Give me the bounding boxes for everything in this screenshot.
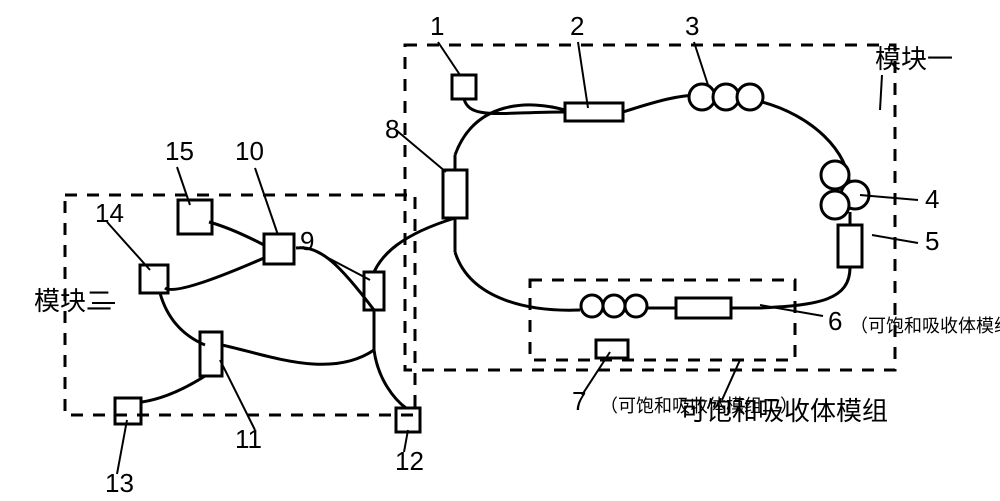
sa2-paren-label: （可饱和吸收体模组二） <box>600 396 798 416</box>
link-to-12 <box>374 350 406 408</box>
leader-mod1 <box>880 75 882 110</box>
leader-13 <box>117 420 127 474</box>
leader-11 <box>220 360 255 430</box>
label-3: 3 <box>685 11 699 41</box>
sa-coil <box>625 295 647 317</box>
coupler-8 <box>443 170 467 218</box>
gain-fiber-coil <box>737 84 763 110</box>
label-9: 9 <box>300 226 314 256</box>
component-13 <box>115 398 141 424</box>
sa-coil <box>581 295 603 317</box>
wdm-2 <box>565 103 623 121</box>
leader-sa <box>722 360 740 400</box>
label-10: 10 <box>235 136 264 166</box>
label-5: 5 <box>925 226 939 256</box>
output-12 <box>396 408 420 432</box>
splitter-11 <box>200 332 222 376</box>
label-15: 15 <box>165 136 194 166</box>
link-10-to-14 <box>165 258 264 289</box>
link-to-module2 <box>296 248 374 310</box>
link-10-to-15 <box>209 222 264 245</box>
gain-fiber-coil <box>713 84 739 110</box>
label-6: 6 <box>828 306 842 336</box>
sa-coil <box>603 295 625 317</box>
sa-module-1 <box>676 298 731 318</box>
label-7: 7 <box>572 386 586 416</box>
sa1-paren-label: （可饱和吸收体模组一） <box>850 316 1000 336</box>
leader-1 <box>438 42 460 75</box>
label-2: 2 <box>570 11 584 41</box>
leader-14 <box>107 222 150 270</box>
isolator-5 <box>838 225 862 267</box>
leader-3 <box>694 42 708 85</box>
leader-9 <box>313 250 370 280</box>
pump-1 <box>452 75 476 99</box>
link-to-11 <box>222 345 374 364</box>
label-11: 11 <box>235 424 262 454</box>
leader-10 <box>255 168 278 235</box>
link-11-to-13 <box>142 376 205 402</box>
module-2-label: 模块二 <box>34 286 112 316</box>
sa-group-box <box>530 280 795 360</box>
label-12: 12 <box>395 446 424 476</box>
link-11-up <box>160 293 205 345</box>
component-14 <box>140 265 168 293</box>
gain-fiber-coil <box>689 84 715 110</box>
label-13: 13 <box>105 468 134 498</box>
module-1-label: 模块一 <box>875 44 953 74</box>
ring-to-sa <box>760 267 850 308</box>
splitter-10 <box>264 234 294 264</box>
sa-module-2 <box>596 340 628 358</box>
component-15 <box>178 200 212 234</box>
label-1: 1 <box>430 11 444 41</box>
leader-2 <box>578 42 588 108</box>
label-8: 8 <box>385 114 399 144</box>
label-14: 14 <box>95 198 124 228</box>
dispersion-coil <box>821 191 849 219</box>
label-4: 4 <box>925 184 939 214</box>
